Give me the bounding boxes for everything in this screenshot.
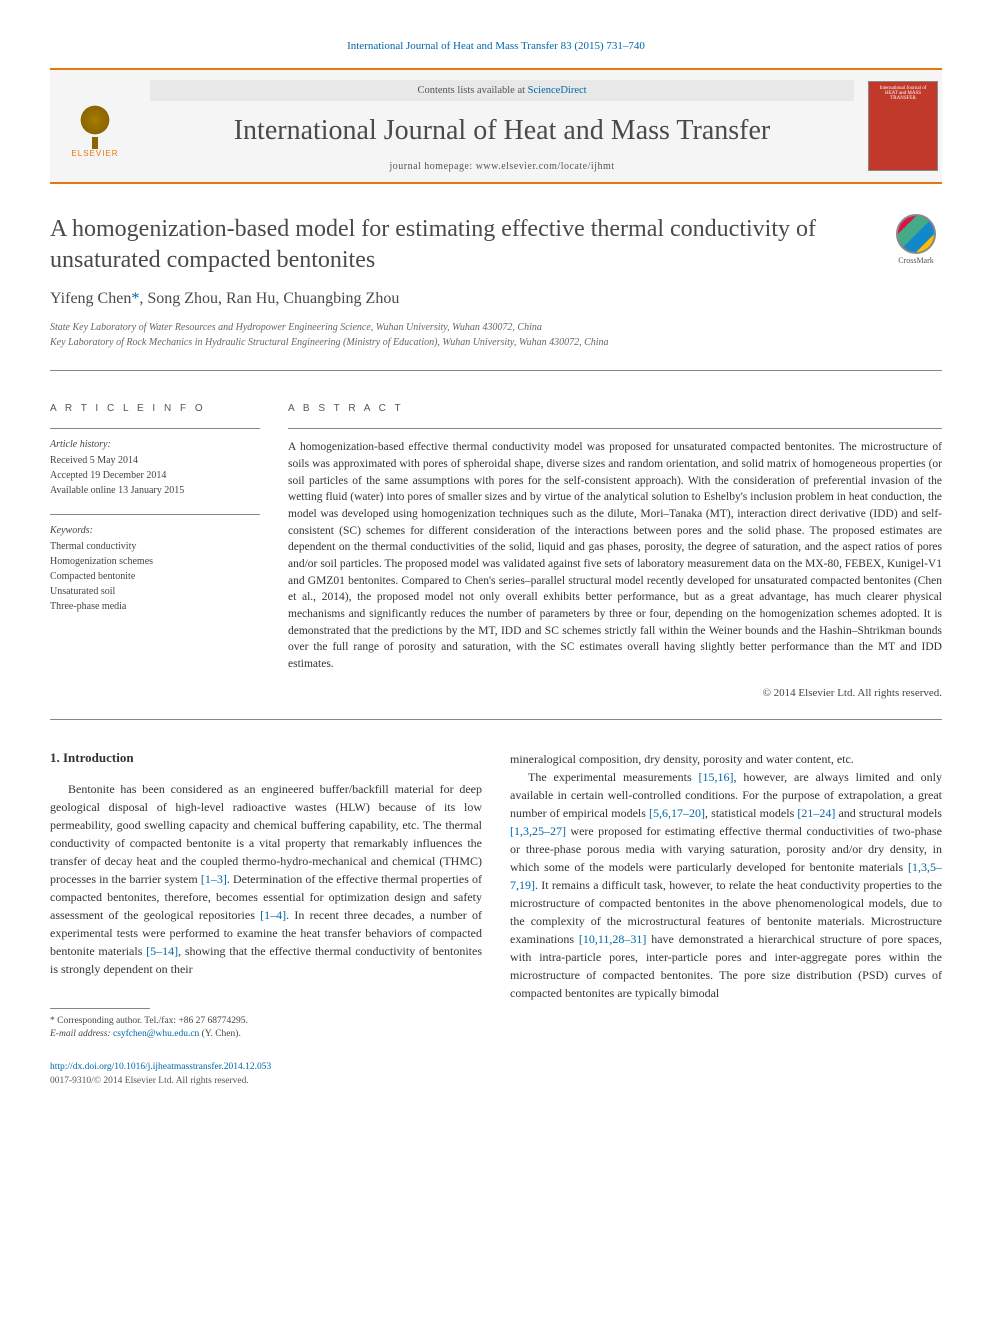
- footnote-divider: [50, 1008, 150, 1009]
- authors-rest: , Song Zhou, Ran Hu, Chuangbing Zhou: [139, 290, 399, 307]
- journal-name: International Journal of Heat and Mass T…: [150, 115, 854, 147]
- info-divider-1: [50, 428, 260, 429]
- history-received: Received 5 May 2014: [50, 453, 260, 468]
- text-run: , statistical models: [705, 806, 797, 820]
- body-column-right: mineralogical composition, dry density, …: [510, 750, 942, 1088]
- header-inner: ELSEVIER Contents lists available at Sci…: [50, 70, 942, 182]
- email-line: E-mail address: csyfchen@whu.edu.cn (Y. …: [50, 1028, 482, 1041]
- abstract-divider: [288, 428, 942, 429]
- affiliations: State Key Laboratory of Water Resources …: [50, 320, 942, 350]
- cover-text-2: HEAT and MASS TRANSFER: [873, 91, 933, 101]
- abstract-heading: A B S T R A C T: [288, 403, 942, 414]
- affiliation-2: Key Laboratory of Rock Mechanics in Hydr…: [50, 335, 942, 350]
- divider-bottom: [50, 719, 942, 720]
- corresponding-footnote: * Corresponding author. Tel./fax: +86 27…: [50, 1015, 482, 1042]
- homepage-url: www.elsevier.com/locate/ijhmt: [476, 161, 615, 172]
- abstract-copyright: © 2014 Elsevier Ltd. All rights reserved…: [288, 687, 942, 699]
- intro-para-2: mineralogical composition, dry density, …: [510, 750, 942, 1002]
- divider-top: [50, 370, 942, 371]
- info-divider-2: [50, 514, 260, 515]
- ref-link[interactable]: [1,3,25–27]: [510, 824, 566, 838]
- info-abstract-row: A R T I C L E I N F O Article history: R…: [50, 387, 942, 698]
- keyword: Unsaturated soil: [50, 584, 260, 599]
- history-online: Available online 13 January 2015: [50, 483, 260, 498]
- abstract-section: A B S T R A C T A homogenization-based e…: [288, 403, 942, 698]
- ref-link[interactable]: [10,11,28–31]: [579, 932, 647, 946]
- article-title: A homogenization-based model for estimat…: [50, 214, 890, 276]
- keyword: Homogenization schemes: [50, 554, 260, 569]
- article-history: Received 5 May 2014 Accepted 19 December…: [50, 453, 260, 498]
- ref-link[interactable]: [1–3]: [201, 872, 227, 886]
- ref-link[interactable]: [21–24]: [797, 806, 835, 820]
- body-column-left: 1. Introduction Bentonite has been consi…: [50, 750, 482, 1088]
- intro-para-1: Bentonite has been considered as an engi…: [50, 780, 482, 978]
- keyword: Thermal conductivity: [50, 539, 260, 554]
- section-heading-intro: 1. Introduction: [50, 750, 482, 766]
- text-run: and structural models: [835, 806, 942, 820]
- ref-link[interactable]: [5,6,17–20]: [649, 806, 705, 820]
- history-accepted: Accepted 19 December 2014: [50, 468, 260, 483]
- text-run: mineralogical composition, dry density, …: [510, 752, 854, 766]
- header-center: Contents lists available at ScienceDirec…: [140, 70, 864, 182]
- text-run: The experimental measurements: [528, 770, 698, 784]
- corr-author-line: * Corresponding author. Tel./fax: +86 27…: [50, 1015, 482, 1028]
- elsevier-tree-icon: [70, 95, 120, 145]
- citation-line: International Journal of Heat and Mass T…: [50, 40, 942, 52]
- article-info-heading: A R T I C L E I N F O: [50, 403, 260, 414]
- article-info: A R T I C L E I N F O Article history: R…: [50, 403, 260, 698]
- ref-link[interactable]: [1–4]: [260, 908, 286, 922]
- issn-copyright: 0017-9310/© 2014 Elsevier Ltd. All right…: [50, 1075, 482, 1088]
- keywords-label: Keywords:: [50, 525, 260, 536]
- text-run: Bentonite has been considered as an engi…: [50, 782, 482, 886]
- title-row: A homogenization-based model for estimat…: [50, 214, 942, 276]
- journal-header: ELSEVIER Contents lists available at Sci…: [50, 68, 942, 184]
- text-run: were proposed for estimating effective t…: [510, 824, 942, 874]
- publisher-logo: ELSEVIER: [50, 81, 140, 171]
- doi-link[interactable]: http://dx.doi.org/10.1016/j.ijheatmasstr…: [50, 1062, 271, 1072]
- publisher-name: ELSEVIER: [71, 149, 118, 158]
- keyword: Compacted bentonite: [50, 569, 260, 584]
- homepage-prefix: journal homepage:: [389, 161, 475, 172]
- keyword: Three-phase media: [50, 599, 260, 614]
- crossmark-icon: [896, 214, 936, 254]
- author-corresponding: Yifeng Chen: [50, 290, 131, 307]
- contents-list-line: Contents lists available at ScienceDirec…: [150, 80, 854, 101]
- ref-link[interactable]: [15,16]: [698, 770, 733, 784]
- email-suffix: (Y. Chen).: [199, 1029, 241, 1039]
- crossmark-label: CrossMark: [898, 256, 934, 265]
- journal-cover-thumb: International Journal of HEAT and MASS T…: [868, 81, 938, 171]
- authors-line: Yifeng Chen*, Song Zhou, Ran Hu, Chuangb…: [50, 290, 942, 308]
- sciencedirect-link[interactable]: ScienceDirect: [528, 85, 587, 96]
- doi-block: http://dx.doi.org/10.1016/j.ijheatmasstr…: [50, 1061, 482, 1088]
- history-label: Article history:: [50, 439, 260, 450]
- contents-prefix: Contents lists available at: [417, 85, 527, 96]
- email-label: E-mail address:: [50, 1029, 113, 1039]
- affiliation-1: State Key Laboratory of Water Resources …: [50, 320, 942, 335]
- homepage-line: journal homepage: www.elsevier.com/locat…: [150, 161, 854, 172]
- crossmark-badge[interactable]: CrossMark: [890, 214, 942, 265]
- body-columns: 1. Introduction Bentonite has been consi…: [50, 750, 942, 1088]
- keywords-list: Thermal conductivity Homogenization sche…: [50, 539, 260, 614]
- corr-email-link[interactable]: csyfchen@whu.edu.cn: [113, 1029, 199, 1039]
- ref-link[interactable]: [5–14]: [146, 944, 178, 958]
- abstract-text: A homogenization-based effective thermal…: [288, 439, 942, 672]
